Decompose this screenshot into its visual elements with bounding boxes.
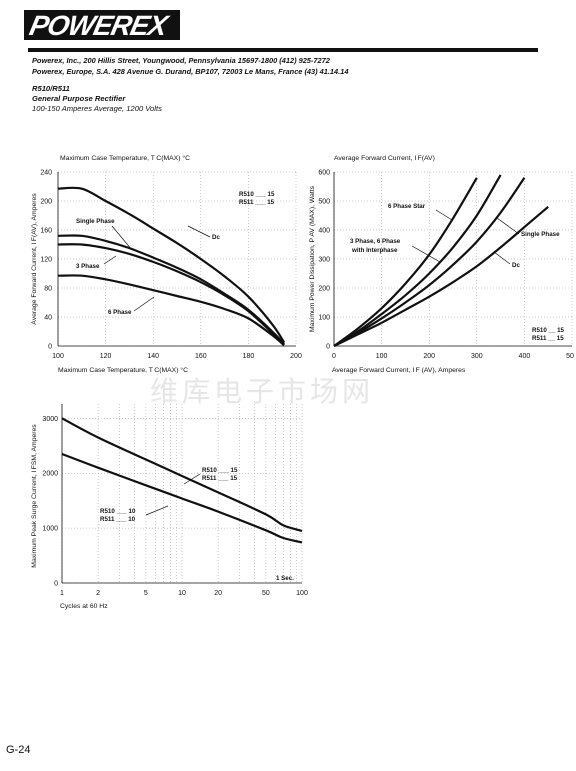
x-axis-label: Maximum Case Temperature, T C(MAX) °C <box>58 366 188 374</box>
x-tick-label: 160 <box>195 353 207 360</box>
y-tick-label: 500 <box>318 199 330 206</box>
y-tick-label: 0 <box>326 344 330 351</box>
leader-dc <box>187 225 211 238</box>
annotation-dc: Dc <box>212 234 220 241</box>
x-axis-label: Average Forward Current, I F (AV), Amper… <box>332 367 466 374</box>
x-tick-label: 300 <box>471 353 483 360</box>
x-tick-label: 100 <box>296 590 308 597</box>
part-label: R511 ___ 15 <box>239 199 275 206</box>
annotation-single-phase: Single Phase <box>76 218 115 225</box>
curve-3-phase-6-phase-with-interphase <box>333 174 502 347</box>
curve-dc <box>57 186 286 344</box>
x-tick-label: 20 <box>214 590 222 597</box>
part-label: R510 ___ 15 <box>239 191 275 198</box>
part-label: R510 ___ 10 <box>100 508 136 515</box>
y-tick-label: 300 <box>318 257 330 264</box>
leader-10 <box>145 505 169 516</box>
leader-3-phase <box>103 255 117 265</box>
annotation-6-phase: 6 Phase <box>108 309 132 316</box>
x-tick-label: 100 <box>376 353 388 360</box>
x-tick-label: 0 <box>332 353 336 360</box>
y-tick-label: 100 <box>318 315 330 322</box>
y-axis-label: Average Forward Current, I F(AV), Ampere… <box>31 193 38 325</box>
curve-dc <box>333 205 549 347</box>
annotation-6-phase-star: 6 Phase Star <box>388 203 426 210</box>
x-tick-label: 140 <box>147 353 159 360</box>
y-tick-label: 80 <box>44 286 52 293</box>
x-tick-label: 50 <box>566 353 574 360</box>
y-axis-label: Maximum Peak Surge Current, I FSM, Amper… <box>31 424 38 568</box>
part-label: R511 __ 15 <box>532 335 564 342</box>
curve-single-phase <box>333 177 526 347</box>
y-tick-label: 0 <box>48 344 52 351</box>
page-number: G-24 <box>6 744 31 756</box>
curve-series-1 <box>61 417 303 532</box>
annotation-3-phase: 3 Phase <box>76 263 100 270</box>
ratings: 100-150 Amperes Average, 1200 Volts <box>32 104 162 113</box>
part-label: R511 ___ 10 <box>100 516 136 523</box>
y-tick-label: 600 <box>318 170 330 177</box>
y-tick-label: 200 <box>40 199 52 206</box>
header-rule <box>28 48 538 52</box>
y-tick-label: 160 <box>40 228 52 235</box>
x-tick-label: 2 <box>96 590 100 597</box>
leader-3-phase <box>411 245 441 263</box>
leader-6-phase-star <box>435 209 453 221</box>
x-tick-label: 120 <box>100 353 112 360</box>
chart-title: Maximum Case Temperature, T C(MAX) °C <box>60 154 190 162</box>
curve-single-phase <box>57 234 285 345</box>
part-numbers: R510/R511 <box>32 84 70 93</box>
x-tick-label: 180 <box>243 353 255 360</box>
y-tick-label: 200 <box>318 286 330 293</box>
leader-15 <box>183 473 201 485</box>
curve-3-phase <box>57 274 285 347</box>
y-tick-label: 240 <box>40 170 52 177</box>
annotation-interphase: with Interphase <box>351 247 398 254</box>
annotation-3-phase: 3 Phase, 6 Phase <box>350 238 401 245</box>
watermark: 维库电子市场网 <box>150 375 375 408</box>
logo-band <box>24 10 180 40</box>
part-label: R510 ___ 15 <box>202 467 238 474</box>
leader-single-phase <box>496 217 520 235</box>
x-tick-label: 100 <box>52 353 64 360</box>
chart-title: Average Forward Current, I F(AV) <box>334 155 435 162</box>
y-tick-label: 120 <box>40 257 52 264</box>
y-tick-label: 2000 <box>42 471 58 478</box>
y-tick-label: 40 <box>44 315 52 322</box>
x-tick-label: 200 <box>290 353 302 360</box>
part-label: R510 __ 15 <box>532 327 565 334</box>
part-label: R511 ___ 15 <box>202 475 238 482</box>
curve-6-phase-star <box>333 177 478 347</box>
address-line-1: Powerex, Inc., 200 Hillis Street, Youngw… <box>32 56 330 65</box>
y-tick-label: 0 <box>54 581 58 588</box>
x-tick-label: 200 <box>423 353 435 360</box>
x-tick-label: 5 <box>144 590 148 597</box>
annotation-dc: Dc <box>512 262 520 269</box>
y-tick-label: 3000 <box>42 416 58 423</box>
x-tick-label: 400 <box>519 353 531 360</box>
x-tick-label: 1 <box>60 590 64 597</box>
curve-series-2 <box>57 243 285 346</box>
leader-6-phase <box>133 296 155 312</box>
y-tick-label: 400 <box>318 228 330 235</box>
curve-series-2 <box>61 452 303 544</box>
leader-dc <box>493 251 511 265</box>
annotation-1-sec: 1 Sec. <box>276 575 294 582</box>
x-tick-label: 10 <box>178 590 186 597</box>
device-type: General Purpose Rectifier <box>32 94 126 103</box>
y-axis-label: Maximum Power Dissipation, P AV (MAX), W… <box>309 185 316 332</box>
annotation-single-phase: Single Phase <box>521 231 560 238</box>
leader-single-phase <box>111 225 133 251</box>
x-tick-label: 50 <box>262 590 270 597</box>
address-line-2: Powerex, Europe, S.A. 428 Avenue G. Dura… <box>32 67 349 76</box>
x-axis-label: Cycles at 60 Hz <box>60 603 108 610</box>
y-tick-label: 1000 <box>42 526 58 533</box>
